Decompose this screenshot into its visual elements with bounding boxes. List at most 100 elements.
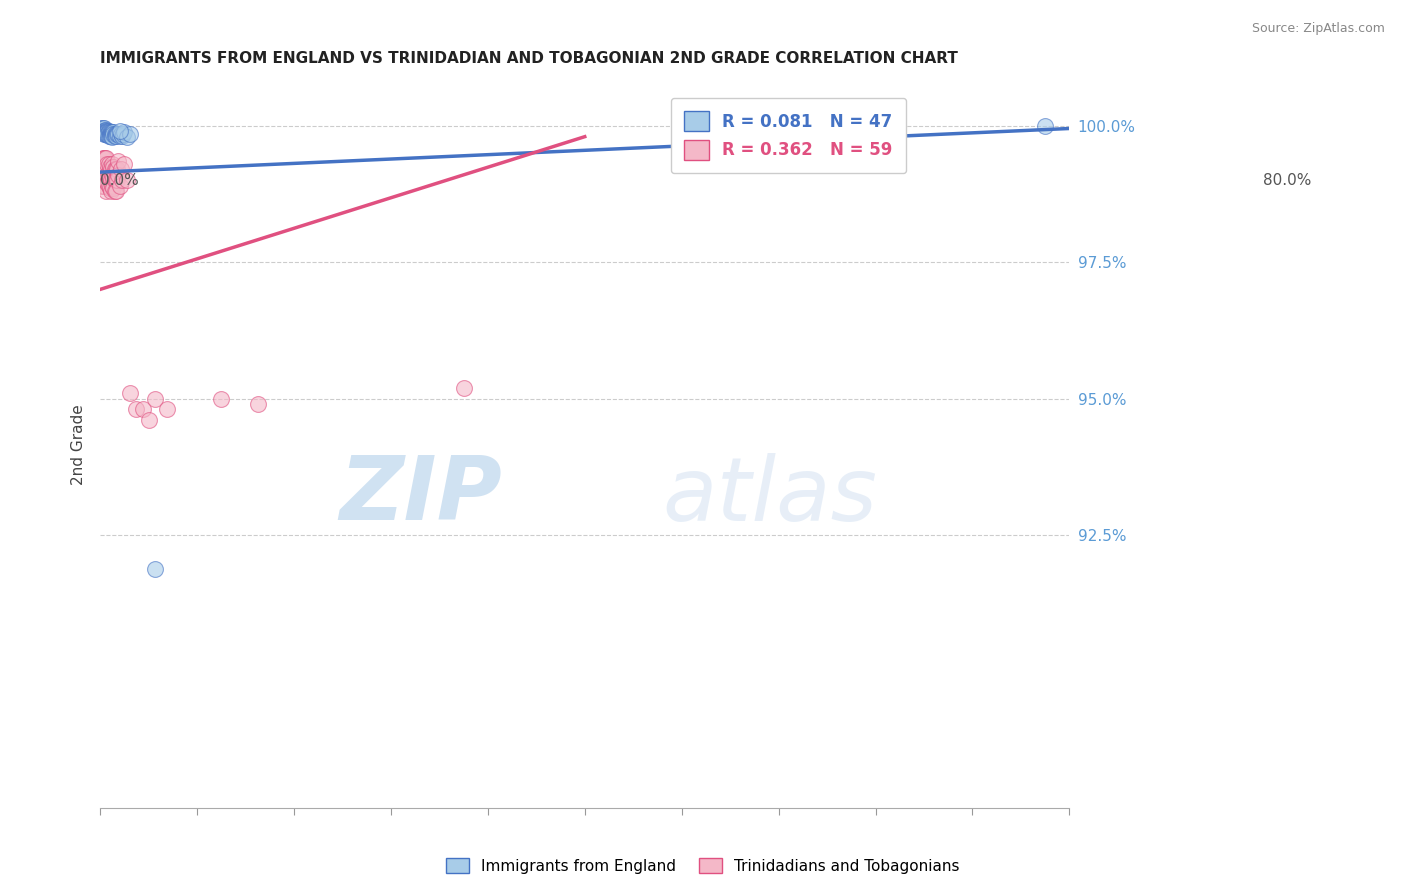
Point xyxy=(98,170,121,185)
Point xyxy=(100,173,122,187)
Point xyxy=(94,127,117,141)
Point xyxy=(112,127,135,141)
Legend: R = 0.081   N = 47, R = 0.362   N = 59: R = 0.081 N = 47, R = 0.362 N = 59 xyxy=(671,98,905,173)
Point xyxy=(112,157,135,171)
Point xyxy=(91,125,114,139)
Point xyxy=(104,173,127,187)
Point xyxy=(120,386,142,401)
Point xyxy=(91,162,114,177)
Point xyxy=(96,125,118,139)
Point xyxy=(105,162,128,177)
Point xyxy=(209,392,232,406)
Point xyxy=(96,162,118,177)
Point xyxy=(101,129,124,144)
Point xyxy=(98,125,121,139)
Point xyxy=(105,127,128,141)
Point xyxy=(93,170,115,185)
Point xyxy=(107,168,129,182)
Point xyxy=(96,124,118,138)
Point xyxy=(111,173,134,187)
Point xyxy=(115,173,138,187)
Point xyxy=(97,178,120,193)
Point xyxy=(93,178,115,193)
Point xyxy=(138,413,160,427)
Point xyxy=(104,162,127,177)
Point xyxy=(97,128,120,143)
Point xyxy=(100,125,122,139)
Point xyxy=(108,124,131,138)
Point xyxy=(101,157,124,171)
Point xyxy=(101,168,124,182)
Point xyxy=(96,173,118,187)
Point xyxy=(104,128,127,143)
Point xyxy=(105,173,128,187)
Point xyxy=(96,157,118,171)
Point xyxy=(1033,119,1056,133)
Point xyxy=(96,152,118,166)
Text: ZIP: ZIP xyxy=(340,452,502,539)
Point xyxy=(96,124,118,138)
Point xyxy=(93,152,115,166)
Point xyxy=(90,168,112,182)
Text: 0.0%: 0.0% xyxy=(100,173,139,188)
Point xyxy=(93,162,115,177)
Point xyxy=(91,121,114,136)
Point xyxy=(107,127,129,141)
Point xyxy=(107,154,129,169)
Point xyxy=(104,127,127,141)
Point xyxy=(90,124,112,138)
Point xyxy=(104,184,127,198)
Point xyxy=(98,181,121,195)
Point xyxy=(453,381,475,395)
Point xyxy=(96,127,118,141)
Point xyxy=(94,152,117,166)
Point xyxy=(100,184,122,198)
Text: 80.0%: 80.0% xyxy=(1264,173,1312,188)
Point xyxy=(156,402,179,417)
Point xyxy=(94,162,117,177)
Point xyxy=(96,176,118,190)
Point xyxy=(90,178,112,193)
Point xyxy=(108,178,131,193)
Point xyxy=(96,184,118,198)
Point xyxy=(98,160,121,174)
Legend: Immigrants from England, Trinidadians and Tobagonians: Immigrants from England, Trinidadians an… xyxy=(440,852,966,880)
Point xyxy=(93,127,115,141)
Point xyxy=(100,127,122,141)
Point xyxy=(93,121,115,136)
Point xyxy=(131,402,153,417)
Point xyxy=(103,170,125,185)
Point xyxy=(97,168,120,182)
Point xyxy=(103,160,125,174)
Point xyxy=(110,127,132,141)
Point xyxy=(100,162,122,177)
Point xyxy=(90,157,112,171)
Point xyxy=(103,125,125,139)
Point xyxy=(91,173,114,187)
Point xyxy=(103,127,125,141)
Point xyxy=(100,128,122,143)
Point xyxy=(96,168,118,182)
Point xyxy=(101,178,124,193)
Point xyxy=(101,125,124,139)
Point xyxy=(98,128,121,143)
Point xyxy=(125,402,148,417)
Point xyxy=(104,128,127,143)
Point xyxy=(104,162,127,177)
Point xyxy=(96,127,118,141)
Point xyxy=(110,162,132,177)
Text: Source: ZipAtlas.com: Source: ZipAtlas.com xyxy=(1251,22,1385,36)
Point xyxy=(115,129,138,144)
Point xyxy=(104,173,127,187)
Point xyxy=(96,123,118,137)
Text: IMMIGRANTS FROM ENGLAND VS TRINIDADIAN AND TOBAGONIAN 2ND GRADE CORRELATION CHAR: IMMIGRANTS FROM ENGLAND VS TRINIDADIAN A… xyxy=(100,51,957,66)
Point xyxy=(108,128,131,143)
Point xyxy=(91,152,114,166)
Point xyxy=(96,125,118,139)
Point xyxy=(97,125,120,139)
Text: atlas: atlas xyxy=(662,452,877,539)
Point xyxy=(111,128,134,143)
Point xyxy=(94,173,117,187)
Point xyxy=(94,123,117,137)
Point xyxy=(104,184,127,198)
